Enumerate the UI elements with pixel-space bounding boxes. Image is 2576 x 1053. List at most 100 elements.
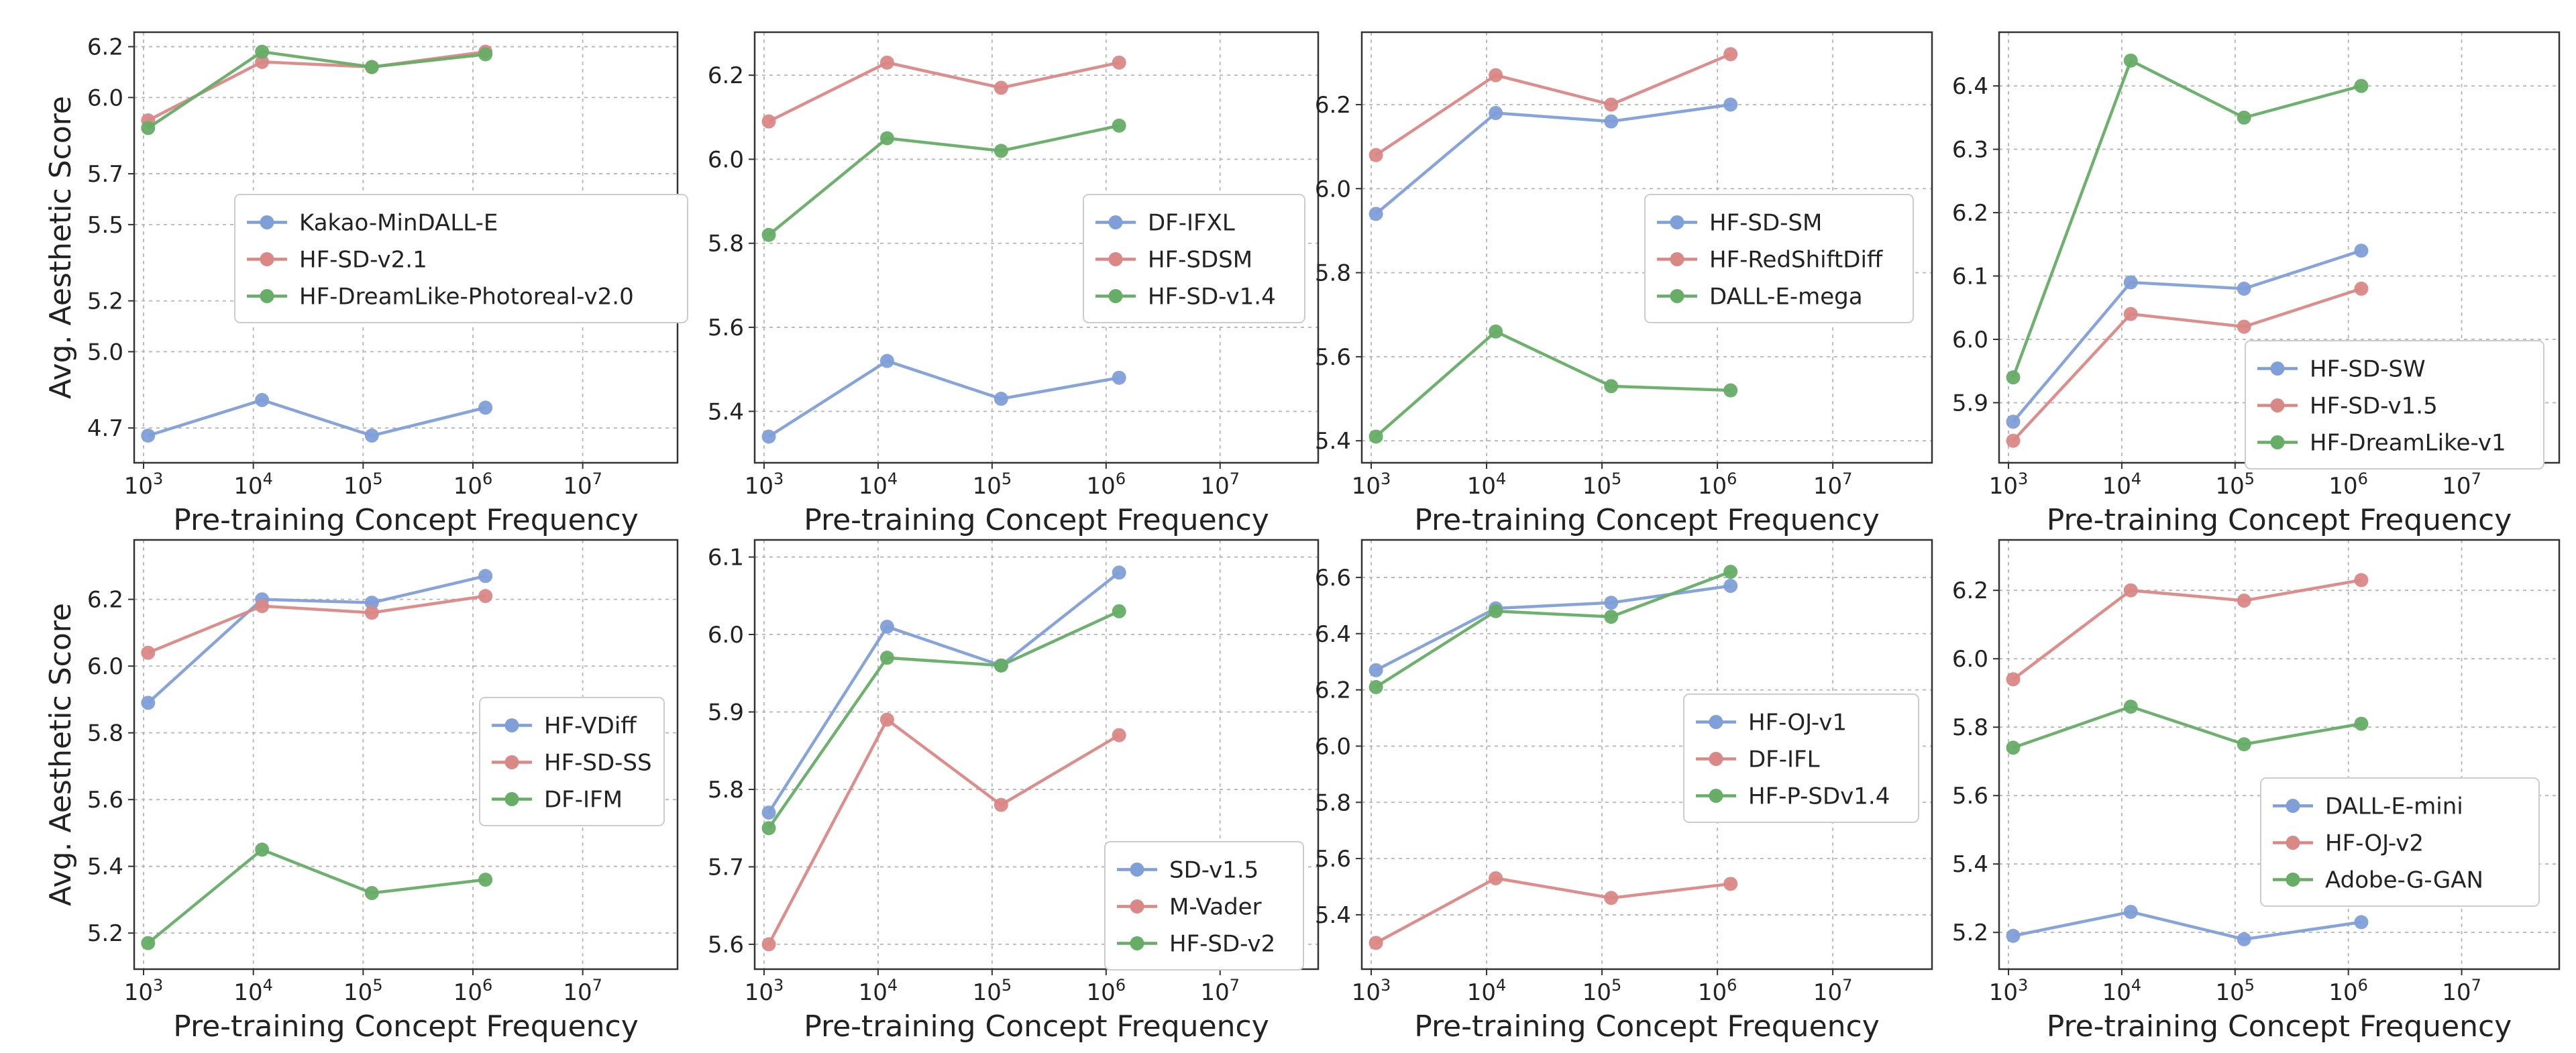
data-point	[2237, 281, 2251, 296]
y-tick-label: 5.9	[708, 699, 744, 726]
x-axis-label: Pre-training Concept Frequency	[173, 503, 639, 537]
data-point	[364, 428, 379, 443]
legend-swatch-marker	[2270, 435, 2285, 449]
legend-label: HF-DreamLike-Photoreal-v2.0	[299, 284, 634, 311]
plot-area-frame	[753, 31, 1320, 464]
series-line	[767, 717, 1120, 945]
series-line	[147, 50, 486, 129]
data-point	[1368, 148, 1383, 162]
series-HF-DreamLike-v1	[2006, 53, 2369, 385]
legend-entry: SD-v1.5	[1117, 857, 1258, 884]
legend-label: HF-OJ-v2	[2325, 830, 2424, 857]
y-tick-label: 6.2	[708, 62, 744, 89]
series-HF-SD-v1.4	[761, 118, 1126, 242]
data-point	[1368, 663, 1383, 677]
series-line	[2012, 287, 2362, 442]
legend-label: Adobe-G-GAN	[2325, 867, 2483, 894]
x-tick-label: 106	[453, 976, 493, 1006]
data-point	[1368, 936, 1383, 950]
data-point	[994, 797, 1008, 812]
legend-entry: M-Vader	[1117, 894, 1262, 921]
x-tick-label: 103	[745, 469, 784, 500]
x-tick-label: 103	[124, 976, 164, 1006]
legend-box	[2260, 777, 2540, 907]
data-point	[761, 114, 776, 129]
data-point	[2123, 53, 2138, 68]
data-point	[2237, 319, 2251, 334]
y-tick-label: 6.2	[1315, 677, 1351, 704]
series-line	[767, 571, 1120, 814]
data-point	[2006, 928, 2021, 943]
y-tick-label: 6.0	[708, 622, 744, 649]
x-tick-label: 107	[563, 469, 602, 500]
series-DF-IFXL	[761, 353, 1126, 444]
data-point	[994, 658, 1008, 673]
data-point	[2006, 433, 2021, 448]
legend-label: HF-DreamLike-v1	[2310, 430, 2506, 457]
y-tick-label: 5.4	[87, 854, 123, 881]
series-line	[2012, 705, 2362, 749]
y-tick-label: 5.8	[1315, 789, 1351, 816]
data-point	[1112, 118, 1126, 133]
legend-box	[1083, 194, 1305, 323]
y-tick-label: 5.7	[708, 854, 744, 881]
series-line	[1375, 877, 1731, 944]
legend-entry: HF-SD-v2	[1117, 931, 1275, 958]
data-point	[2123, 905, 2138, 920]
series-line	[1375, 52, 1731, 157]
data-point	[2006, 370, 2021, 385]
data-point	[364, 885, 379, 900]
x-tick-label: 107	[1200, 469, 1240, 500]
legend-entry: HF-RedShiftDiff	[1657, 247, 1884, 274]
y-tick-label: 6.0	[87, 85, 123, 111]
y-tick-label: 5.8	[1315, 260, 1351, 287]
data-point	[2237, 737, 2251, 752]
x-tick-label: 104	[859, 469, 898, 500]
series-HF-SD-v2.1	[141, 44, 493, 127]
legend-box	[1644, 194, 1914, 323]
x-tick-label: 105	[343, 976, 383, 1006]
x-tick-label: 104	[2102, 976, 2142, 1006]
data-point	[2006, 672, 2021, 687]
series-line	[147, 574, 486, 704]
data-point	[1489, 68, 1503, 82]
series-line	[148, 398, 486, 437]
data-point	[994, 144, 1008, 158]
x-tick-label: 107	[563, 976, 602, 1006]
legend-entry: HF-DreamLike-Photoreal-v2.0	[247, 284, 634, 311]
data-point	[255, 44, 270, 59]
y-tick-label: 6.2	[1952, 577, 1988, 604]
y-tick-label: 5.2	[87, 288, 123, 315]
series-line	[2011, 58, 2362, 378]
legend-label: DALL-E-mini	[2325, 793, 2463, 820]
data-point	[1112, 728, 1126, 742]
data-point	[255, 599, 270, 614]
x-tick-label: 103	[1989, 469, 2029, 500]
series-DF-IFM	[141, 842, 493, 950]
y-tick-label: 6.4	[1315, 621, 1351, 648]
legend-label: HF-SD-v2	[1169, 931, 1275, 958]
series-line	[147, 50, 486, 122]
legend-entry: HF-SD-v1.5	[2257, 393, 2438, 420]
data-point	[879, 131, 894, 146]
legend-swatch-marker	[1130, 863, 1144, 877]
legend-swatch-marker	[2270, 398, 2285, 412]
legend-label: DF-IFL	[1748, 746, 1820, 773]
legend-swatch-marker	[504, 718, 519, 732]
y-axis-label: Avg. Aesthetic Score	[44, 603, 78, 906]
data-point	[2006, 740, 2021, 755]
series-line	[1375, 584, 1731, 672]
data-point	[1723, 97, 1738, 112]
legend-label: Kakao-MinDALL-E	[299, 210, 498, 237]
chart-panel-1: 4.7 5.0 5.2 5.5 5.7 6.0 6.2 103 104 105 106 107Pre-…	[44, 31, 688, 537]
legend-entry: HF-OJ-v1	[1696, 710, 1847, 736]
legend-box	[479, 697, 665, 826]
legend-label: HF-SDSM	[1148, 247, 1252, 274]
data-point	[1604, 114, 1619, 129]
legend-label: DF-IFM	[544, 787, 623, 814]
legend-label: DALL-E-mega	[1709, 284, 1863, 311]
y-tick-label: 5.8	[87, 720, 123, 747]
y-tick-label: 6.0	[1315, 176, 1351, 203]
data-point	[2006, 414, 2021, 429]
